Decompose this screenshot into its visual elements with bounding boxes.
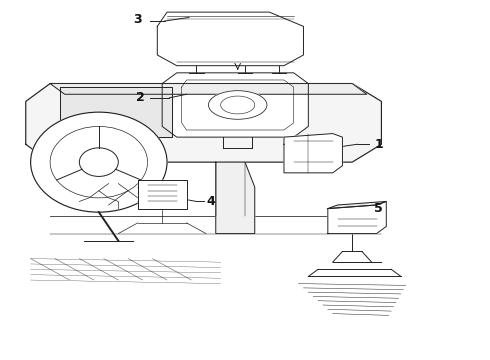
Polygon shape — [216, 162, 255, 234]
Polygon shape — [50, 84, 367, 94]
Polygon shape — [328, 202, 386, 234]
Circle shape — [30, 112, 167, 212]
Polygon shape — [60, 87, 172, 137]
Text: 2: 2 — [136, 91, 145, 104]
Text: 3: 3 — [133, 13, 142, 27]
Text: 1: 1 — [375, 138, 383, 151]
Ellipse shape — [208, 91, 267, 119]
Polygon shape — [26, 84, 381, 162]
Polygon shape — [284, 134, 343, 173]
Text: 5: 5 — [374, 202, 382, 215]
Circle shape — [79, 148, 118, 176]
Text: 4: 4 — [206, 195, 215, 208]
Polygon shape — [138, 180, 187, 208]
Polygon shape — [157, 12, 303, 66]
Polygon shape — [328, 202, 386, 208]
Polygon shape — [162, 73, 308, 137]
